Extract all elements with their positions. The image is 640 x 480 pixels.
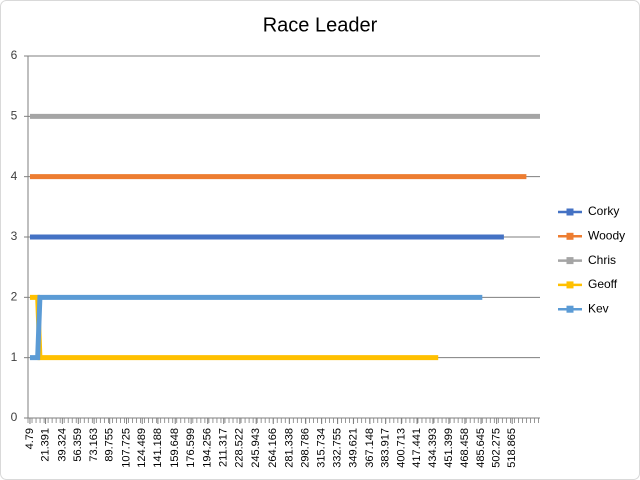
y-tick-label: 4 bbox=[11, 169, 18, 183]
x-tick-label: 141.188 bbox=[152, 428, 164, 468]
x-tick-label: 367.148 bbox=[364, 428, 376, 468]
x-tick-label: 107.725 bbox=[120, 428, 132, 468]
legend-label: Chris bbox=[588, 253, 616, 267]
x-tick-label: 417.441 bbox=[411, 428, 423, 468]
x-tick-label: 56.359 bbox=[72, 428, 84, 462]
y-tick-label: 0 bbox=[11, 410, 18, 424]
x-tick-label: 124.489 bbox=[136, 428, 148, 468]
y-tick-label: 1 bbox=[11, 350, 18, 364]
x-tick-label: 468.458 bbox=[459, 428, 471, 468]
x-tick-label: 264.166 bbox=[267, 428, 279, 468]
x-tick-label: 298.786 bbox=[300, 428, 312, 468]
legend-marker bbox=[566, 257, 574, 265]
x-tick-label: 451.399 bbox=[443, 428, 455, 468]
x-tick-label: 281.338 bbox=[283, 428, 295, 468]
minor-ticks bbox=[27, 418, 539, 423]
legend-marker bbox=[566, 305, 574, 313]
x-tick-label: 315.734 bbox=[316, 428, 328, 468]
x-tick-label: 434.393 bbox=[427, 428, 439, 468]
x-tick-label: 518.865 bbox=[506, 428, 518, 468]
legend-label: Corky bbox=[588, 204, 619, 218]
x-tick-label: 194.256 bbox=[202, 428, 214, 468]
legend-label: Geoff bbox=[588, 277, 618, 291]
x-tick-label: 73.163 bbox=[88, 428, 100, 462]
y-tick-label: 5 bbox=[11, 109, 18, 123]
legend-marker bbox=[566, 281, 574, 289]
x-tick-label: 228.522 bbox=[234, 428, 246, 468]
x-tick-label: 332.755 bbox=[332, 428, 344, 468]
legend-label: Kev bbox=[588, 301, 609, 315]
x-tick-label: 400.713 bbox=[395, 428, 407, 468]
y-tick-label: 2 bbox=[11, 290, 18, 304]
x-tick-label: 89.755 bbox=[104, 428, 116, 462]
x-tick-label: 4.79 bbox=[24, 428, 36, 449]
legend-marker bbox=[566, 232, 574, 240]
series-line bbox=[29, 294, 483, 361]
x-tick-label: 502.275 bbox=[491, 428, 503, 468]
x-tick-label: 159.648 bbox=[169, 428, 181, 468]
x-tick-label: 176.599 bbox=[185, 428, 197, 468]
x-tick-label: 485.645 bbox=[475, 428, 487, 468]
x-tick-label: 39.324 bbox=[56, 428, 68, 462]
x-tick-label: 21.391 bbox=[39, 428, 51, 462]
x-tick-label: 211.317 bbox=[218, 428, 230, 467]
x-tick-label: 349.621 bbox=[347, 428, 359, 468]
x-tick-label: 383.917 bbox=[380, 428, 392, 468]
legend-marker bbox=[566, 208, 574, 216]
x-tick-label: 245.943 bbox=[250, 428, 262, 468]
y-tick-label: 6 bbox=[11, 48, 18, 62]
y-tick-label: 3 bbox=[11, 229, 18, 243]
chart-title: Race Leader bbox=[263, 14, 378, 36]
legend-label: Woody bbox=[588, 228, 625, 242]
